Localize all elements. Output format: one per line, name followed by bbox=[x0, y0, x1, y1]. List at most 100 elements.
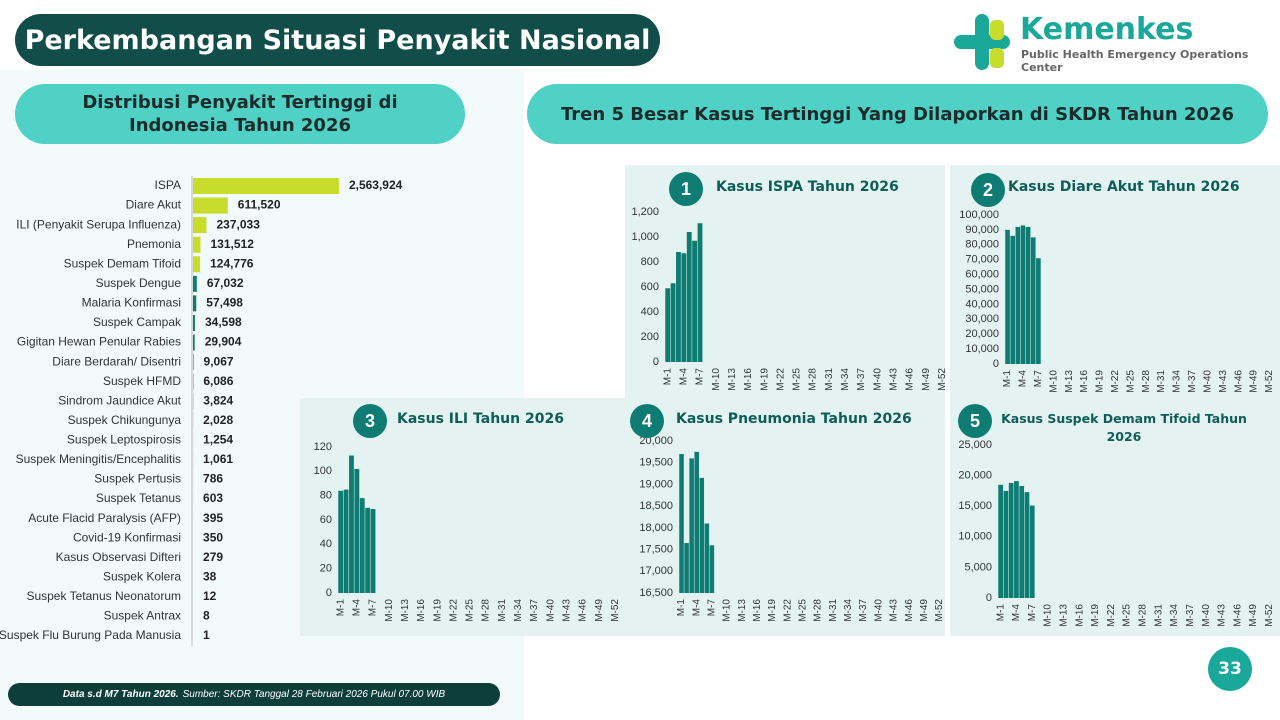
bar bbox=[193, 256, 201, 273]
bar bbox=[193, 295, 197, 312]
x-tick-label: M-31 bbox=[1156, 370, 1167, 393]
chart-title: Kasus Pneumonia Tahun 2026 bbox=[676, 411, 912, 427]
x-tick-label: M-52 bbox=[934, 599, 945, 622]
x-tick-label: M-49 bbox=[594, 599, 605, 622]
y-tick-label: 17,500 bbox=[639, 543, 673, 555]
category-label: ILI (Penyakit Serupa Influenza) bbox=[16, 217, 181, 231]
value-label: 2,028 bbox=[203, 413, 233, 427]
x-tick-label: M-34 bbox=[513, 599, 524, 622]
x-tick-label: M-49 bbox=[1249, 370, 1260, 393]
x-tick-label: M-16 bbox=[1079, 370, 1090, 393]
x-tick-label: M-22 bbox=[1106, 604, 1117, 627]
y-tick-label: 50,000 bbox=[965, 283, 999, 295]
x-tick-label: M-10 bbox=[1048, 370, 1059, 393]
category-label: Diare Berdarah/ Disentri bbox=[52, 354, 181, 368]
y-tick-label: 0 bbox=[993, 358, 999, 370]
bar bbox=[681, 253, 687, 362]
category-label: Suspek Flu Burung Pada Manusia bbox=[0, 628, 181, 642]
bar bbox=[1005, 229, 1010, 364]
y-tick-label: 20 bbox=[320, 563, 332, 575]
y-tick-label: 19,500 bbox=[639, 457, 673, 469]
bar bbox=[193, 314, 195, 331]
bar bbox=[1019, 486, 1025, 598]
x-tick-label: M-37 bbox=[1185, 604, 1196, 627]
x-tick-label: M-40 bbox=[1201, 604, 1212, 627]
bar bbox=[338, 490, 344, 593]
badge-circle bbox=[630, 404, 664, 438]
x-tick-label: M-7 bbox=[707, 599, 718, 617]
x-tick-label: M-46 bbox=[1232, 604, 1243, 627]
badge-circle bbox=[669, 172, 703, 206]
x-tick-label: M-25 bbox=[792, 368, 803, 391]
bar bbox=[1036, 258, 1041, 364]
x-tick-label: M-46 bbox=[904, 599, 915, 622]
y-tick-label: 600 bbox=[641, 281, 659, 293]
x-tick-label: M-37 bbox=[1187, 370, 1198, 393]
y-tick-label: 10,000 bbox=[965, 343, 999, 355]
bar bbox=[193, 178, 339, 194]
y-tick-label: 5,000 bbox=[964, 561, 992, 573]
x-tick-label: M-10 bbox=[711, 368, 722, 391]
bar bbox=[1015, 226, 1021, 364]
x-tick-label: M-13 bbox=[737, 599, 748, 622]
badge-number: 3 bbox=[365, 411, 375, 431]
badge-number: 4 bbox=[642, 411, 652, 431]
y-tick-label: 80,000 bbox=[965, 239, 999, 251]
y-tick-label: 120 bbox=[314, 441, 332, 453]
bar bbox=[1010, 235, 1016, 364]
badge-number: 2 bbox=[983, 180, 993, 200]
value-label: 29,904 bbox=[205, 335, 242, 349]
x-tick-label: M-19 bbox=[1090, 604, 1101, 627]
x-tick-label: M-4 bbox=[351, 599, 362, 617]
value-label: 3,824 bbox=[203, 393, 233, 407]
chart-title: Kasus ISPA Tahun 2026 bbox=[716, 179, 899, 195]
left-heading: Distribusi Penyakit Tertinggi di Indones… bbox=[82, 92, 398, 136]
y-tick-label: 18,500 bbox=[639, 500, 673, 512]
y-tick-label: 0 bbox=[653, 356, 659, 368]
x-tick-label: M-37 bbox=[529, 599, 540, 622]
bar bbox=[692, 240, 698, 362]
x-tick-label: M-52 bbox=[610, 599, 621, 622]
y-tick-label: 1,000 bbox=[631, 231, 659, 243]
x-tick-label: M-13 bbox=[1064, 370, 1075, 393]
badge-circle bbox=[958, 404, 992, 438]
footer-source: Sumber: SKDR Tanggal 28 Februari 2026 Pu… bbox=[182, 689, 446, 700]
x-tick-label: M-25 bbox=[1125, 370, 1136, 393]
x-tick-label: M-37 bbox=[858, 599, 869, 622]
x-tick-label: M-46 bbox=[1233, 370, 1244, 393]
bar bbox=[704, 523, 710, 593]
x-tick-label: M-13 bbox=[400, 599, 411, 622]
value-label: 38 bbox=[203, 569, 217, 583]
x-tick-label: M-7 bbox=[1027, 604, 1038, 622]
value-label: 57,498 bbox=[206, 296, 243, 310]
category-label: Suspek Chikungunya bbox=[68, 413, 182, 427]
value-label: 6,086 bbox=[203, 374, 233, 388]
x-tick-label: M-34 bbox=[840, 368, 851, 391]
x-tick-label: M-43 bbox=[1217, 604, 1228, 627]
category-label: Suspek Campak bbox=[93, 315, 182, 329]
x-tick-label: M-43 bbox=[889, 599, 900, 622]
page-title: Perkembangan Situasi Penyakit Nasional bbox=[24, 24, 651, 56]
category-label: Suspek Leptospirosis bbox=[67, 433, 181, 447]
value-label: 786 bbox=[203, 472, 223, 486]
x-tick-label: M-22 bbox=[782, 599, 793, 622]
logo-name: Kemenkes bbox=[1020, 12, 1194, 47]
bar bbox=[1030, 237, 1036, 364]
x-tick-label: M-4 bbox=[691, 599, 702, 617]
bar bbox=[370, 509, 376, 593]
value-label: 2,563,924 bbox=[349, 178, 403, 192]
bar bbox=[1014, 481, 1019, 598]
x-tick-label: M-52 bbox=[937, 368, 948, 391]
x-tick-label: M-28 bbox=[813, 599, 824, 622]
bar bbox=[679, 454, 684, 593]
bar bbox=[684, 543, 689, 593]
category-label: Pnemonia bbox=[127, 237, 181, 251]
bar bbox=[998, 484, 1004, 598]
x-tick-label: M-37 bbox=[856, 368, 867, 391]
bar bbox=[1008, 482, 1014, 598]
y-tick-label: 100 bbox=[314, 465, 332, 477]
x-tick-label: M-40 bbox=[873, 599, 884, 622]
value-label: 9,067 bbox=[204, 354, 234, 368]
y-tick-label: 0 bbox=[326, 587, 332, 599]
value-label: 34,598 bbox=[205, 315, 242, 329]
